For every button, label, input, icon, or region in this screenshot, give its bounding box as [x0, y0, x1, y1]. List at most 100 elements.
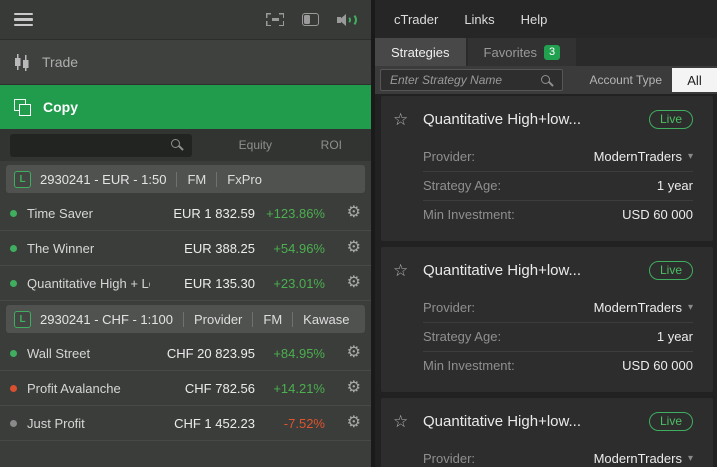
favorite-star-icon[interactable]: ☆ — [393, 110, 409, 129]
strategy-equity: CHF 20 823.95 — [166, 345, 255, 361]
account-tag: Provider — [193, 311, 243, 327]
window-layout-icon[interactable] — [302, 13, 319, 26]
sound-icon[interactable] — [337, 12, 357, 27]
chevron-down-icon[interactable]: ▾ — [687, 453, 693, 464]
tab-favorites-label: Favorites — [483, 44, 538, 60]
account-title: 2930241 - CHF - 1:100 — [40, 311, 173, 327]
strategies-panel: cTrader Links Help Strategies Favorites … — [375, 0, 717, 467]
min-investment-value: USD 60 000 — [622, 358, 693, 373]
strategy-equity: CHF 782.56 — [184, 380, 255, 396]
menu-ctrader[interactable]: cTrader — [394, 11, 439, 27]
account-header-chf[interactable]: L 2930241 - CHF - 1:100 Provider FM Kawa… — [6, 305, 365, 333]
strategy-equity: CHF 1 452.23 — [174, 415, 255, 431]
strategy-card[interactable]: ☆ Quantitative High+low... Live Provider… — [381, 96, 713, 241]
strategy-age-row: Strategy Age: 1 year — [423, 172, 693, 201]
age-value: 1 year — [656, 178, 693, 193]
strategy-roi: +23.01% — [273, 275, 325, 291]
gear-icon[interactable]: ⚙ — [346, 204, 361, 221]
live-status-badge: Live — [648, 261, 693, 280]
strategy-row-profit-avalanche[interactable]: Profit Avalanche CHF 782.56 +14.21% ⚙ — [0, 371, 371, 406]
sidebar-topbar — [0, 0, 371, 40]
separator — [182, 311, 184, 327]
strategy-row-quantitative[interactable]: Quantitative High + Lo... EUR 135.30 +23… — [0, 266, 371, 301]
strategy-name: The Winner — [27, 240, 95, 256]
provider-label: Provider: — [423, 451, 476, 466]
min-investment-row: Min Investment: USD 60 000 — [423, 352, 693, 380]
account-title: 2930241 - EUR - 1:50 — [40, 171, 167, 187]
min-investment-row: Min Investment: USD 60 000 — [423, 201, 693, 229]
portfolio-search-input[interactable] — [10, 138, 199, 152]
strategy-equity: EUR 1 832.59 — [173, 205, 255, 221]
strategy-equity: EUR 135.30 — [184, 275, 255, 291]
menu-links[interactable]: Links — [464, 11, 495, 27]
portfolio-search-box — [10, 133, 199, 157]
menu-icon[interactable] — [14, 13, 33, 26]
nav-item-copy[interactable]: Copy — [0, 85, 371, 129]
filter-toolbar: Account Type All — [375, 66, 717, 94]
provider-value: ModernTraders — [593, 149, 682, 164]
left-sidebar: Trade Copy Equity ROI L 2930241 - EUR - … — [0, 0, 371, 467]
nav-trade-label: Trade — [42, 54, 79, 70]
gear-icon[interactable]: ⚙ — [346, 344, 361, 361]
chevron-down-icon[interactable]: ▾ — [687, 302, 693, 313]
strategy-name: Quantitative High + Lo... — [27, 275, 150, 291]
account-tag: FM — [187, 171, 207, 187]
favorite-star-icon[interactable]: ☆ — [393, 261, 409, 280]
column-header-equity: Equity — [238, 138, 272, 152]
provider-value: ModernTraders — [593, 300, 682, 315]
fullscreen-icon[interactable] — [266, 13, 284, 26]
account-type-label: Account Type — [589, 73, 663, 87]
status-dot-icon — [10, 279, 17, 287]
nav-item-trade[interactable]: Trade — [0, 40, 371, 85]
status-dot-icon — [10, 209, 17, 217]
chevron-down-icon[interactable]: ▾ — [687, 151, 693, 162]
favorite-star-icon[interactable]: ☆ — [393, 412, 409, 431]
min-investment-label: Min Investment: — [423, 207, 515, 222]
strategy-roi: +14.21% — [273, 380, 325, 396]
tab-strategies[interactable]: Strategies — [375, 38, 466, 66]
account-tag: FxPro — [227, 171, 262, 187]
account-tag: FM — [263, 311, 283, 327]
separator — [176, 171, 178, 187]
age-label: Strategy Age: — [423, 178, 502, 193]
age-value: 1 year — [656, 329, 693, 344]
provider-row: Provider: ModernTraders ▾ — [423, 294, 693, 323]
candlestick-icon — [14, 53, 30, 71]
strategy-search-input[interactable] — [381, 73, 573, 87]
strategy-row-the-winner[interactable]: The Winner EUR 388.25 +54.96% ⚙ — [0, 231, 371, 266]
card-title: Quantitative High+low... — [423, 111, 582, 128]
account-type-select[interactable]: All — [672, 68, 717, 92]
status-dot-icon — [10, 244, 17, 252]
live-status-badge: Live — [648, 110, 693, 129]
provider-value: ModernTraders — [593, 451, 682, 466]
menubar: cTrader Links Help — [375, 0, 717, 38]
strategy-roi: +123.86% — [266, 205, 325, 221]
provider-label: Provider: — [423, 149, 476, 164]
column-headers: Equity ROI — [192, 138, 378, 152]
gear-icon[interactable]: ⚙ — [346, 414, 361, 431]
strategy-roi: +54.96% — [273, 240, 325, 256]
strategy-card[interactable]: ☆ Quantitative High+low... Live Provider… — [381, 247, 713, 392]
gear-icon[interactable]: ⚙ — [346, 274, 361, 291]
strategy-row-just-profit[interactable]: Just Profit CHF 1 452.23 -7.52% ⚙ — [0, 406, 371, 441]
strategy-row-time-saver[interactable]: Time Saver EUR 1 832.59 +123.86% ⚙ — [0, 196, 371, 231]
copy-icon — [14, 98, 31, 116]
separator — [216, 171, 218, 187]
min-investment-value: USD 60 000 — [622, 207, 693, 222]
strategy-card[interactable]: ☆ Quantitative High+low... Live Provider… — [381, 398, 713, 467]
strategy-equity: EUR 388.25 — [184, 240, 255, 256]
gear-icon[interactable]: ⚙ — [346, 239, 361, 256]
tab-favorites[interactable]: Favorites 3 — [467, 38, 577, 66]
menu-help[interactable]: Help — [520, 11, 548, 27]
live-status-badge: Live — [648, 412, 693, 431]
gear-icon[interactable]: ⚙ — [346, 379, 361, 396]
strategy-search-box — [380, 69, 573, 91]
strategy-age-row: Strategy Age: 1 year — [423, 323, 693, 352]
account-header-eur[interactable]: L 2930241 - EUR - 1:50 FM FxPro — [6, 165, 365, 193]
strategy-roi: -7.52% — [283, 415, 325, 431]
live-account-badge: L — [14, 310, 31, 328]
search-icon — [171, 138, 180, 148]
separator — [252, 311, 254, 327]
strategy-row-wall-street[interactable]: Wall Street CHF 20 823.95 +84.95% ⚙ — [0, 336, 371, 371]
